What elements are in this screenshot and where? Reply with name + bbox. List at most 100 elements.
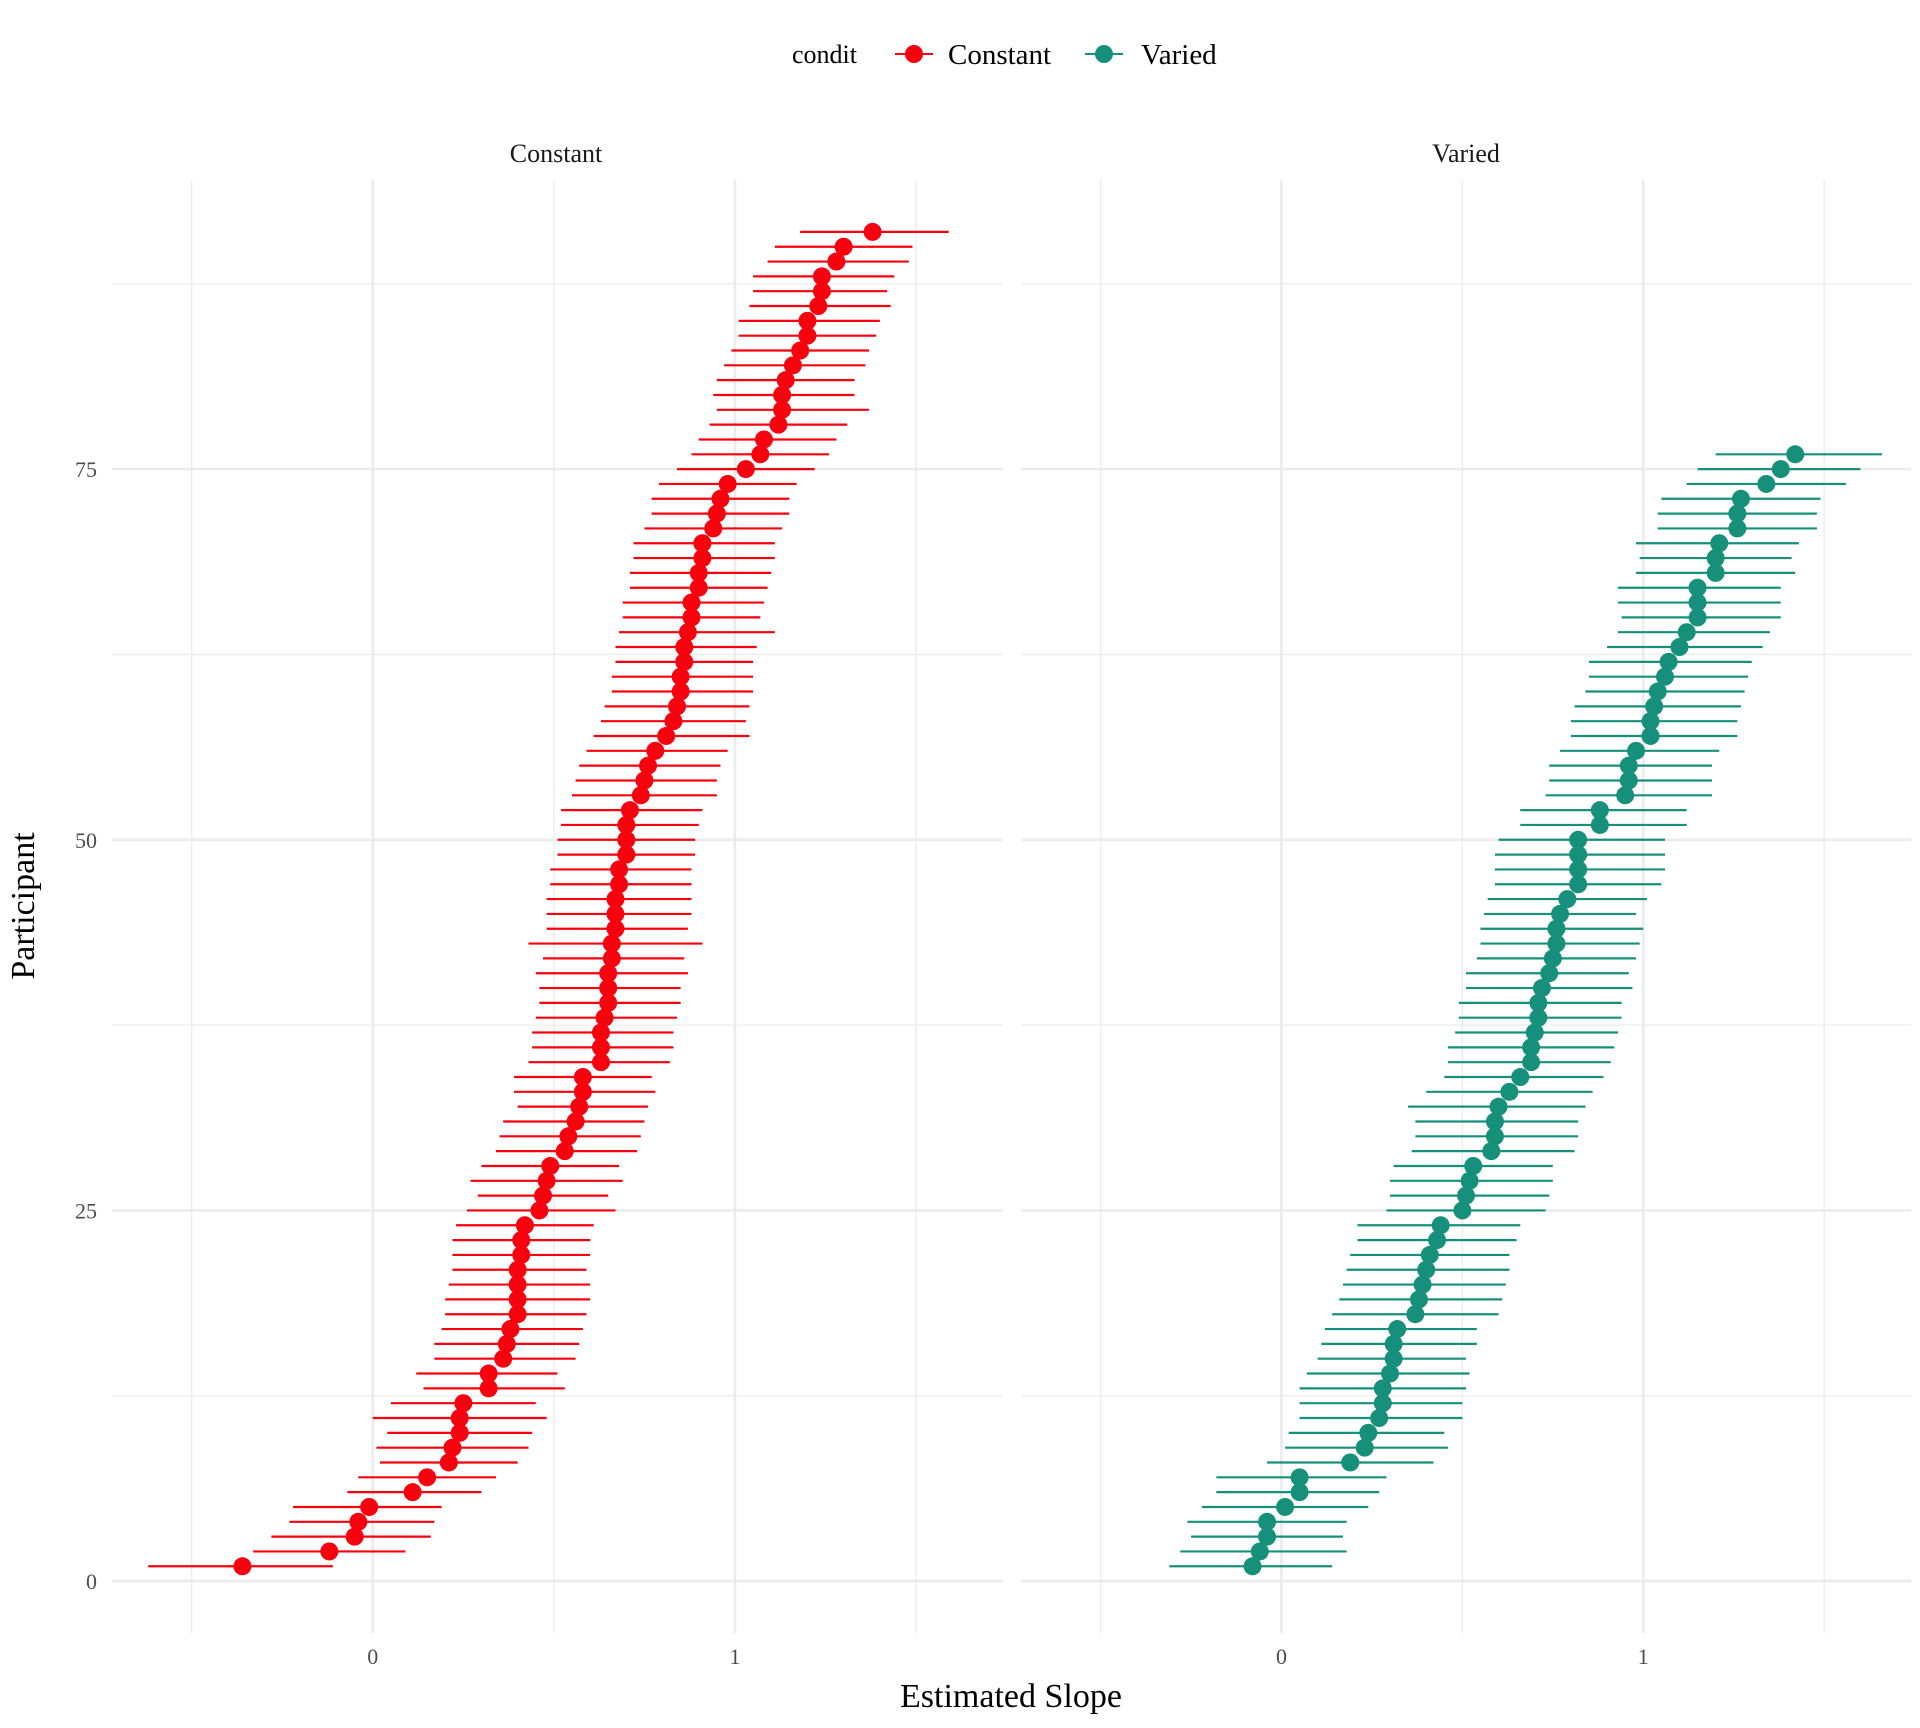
estimate-point	[1648, 682, 1667, 701]
x-tick-label: 0	[1276, 1644, 1287, 1669]
estimate-point	[610, 860, 629, 879]
estimate-point	[776, 371, 795, 390]
estimate-point	[1373, 1379, 1392, 1398]
panel-title-constant: Constant	[510, 139, 603, 168]
estimate-point	[809, 297, 828, 316]
estimate-point	[508, 1275, 527, 1294]
panel-varied	[1021, 180, 1911, 1633]
estimate-point	[1670, 638, 1689, 657]
estimate-point	[570, 1097, 589, 1116]
estimate-point	[501, 1320, 520, 1339]
estimate-point	[530, 1201, 549, 1220]
estimate-point	[1359, 1423, 1378, 1442]
estimate-point	[1688, 608, 1707, 627]
estimate-point	[783, 356, 802, 375]
estimate-point	[1457, 1186, 1475, 1205]
estimate-point	[1384, 1334, 1403, 1353]
estimate-point	[646, 741, 665, 760]
estimate-point	[1460, 1171, 1479, 1190]
estimate-point	[791, 341, 810, 360]
estimate-point	[360, 1497, 379, 1516]
estimate-point	[1420, 1245, 1439, 1264]
estimate-point	[534, 1186, 553, 1205]
estimate-point	[736, 460, 755, 479]
estimate-point	[508, 1290, 527, 1309]
x-axis-title: Estimated Slope	[900, 1678, 1122, 1715]
estimate-point	[1511, 1068, 1530, 1087]
estimate-point	[566, 1112, 585, 1131]
estimate-point	[682, 593, 701, 612]
estimate-point	[1522, 1053, 1541, 1072]
estimate-point	[537, 1171, 556, 1190]
panel-constant	[112, 180, 1003, 1633]
estimate-point	[573, 1082, 592, 1101]
gridlines-constant	[112, 180, 1003, 1633]
estimate-point	[773, 385, 792, 404]
estimate-point	[1619, 756, 1638, 775]
estimate-point	[1388, 1320, 1407, 1339]
estimate-point	[1258, 1512, 1277, 1531]
estimate-point	[602, 949, 621, 968]
estimate-point	[1659, 652, 1678, 671]
estimate-point	[1525, 1023, 1544, 1042]
estimate-point	[1757, 474, 1776, 493]
estimate-point	[233, 1557, 252, 1576]
estimate-point	[1641, 726, 1660, 745]
estimate-point	[812, 282, 831, 301]
estimate-point	[1532, 979, 1551, 998]
estimate-point	[812, 267, 831, 286]
estimate-point	[689, 578, 708, 597]
estimate-point	[751, 445, 770, 464]
estimate-point	[639, 756, 658, 775]
estimate-point	[494, 1349, 513, 1368]
estimate-point	[1373, 1394, 1392, 1413]
estimate-point	[754, 430, 773, 449]
estimate-point	[668, 697, 687, 716]
estimate-point	[1370, 1409, 1389, 1428]
estimate-point	[1428, 1231, 1447, 1250]
x-tick-label: 1	[1638, 1644, 1649, 1669]
estimate-point	[591, 1038, 610, 1057]
estimate-point	[1529, 993, 1548, 1012]
y-tick-label: 50	[75, 828, 97, 853]
estimate-point	[1482, 1142, 1501, 1161]
y-tick-label: 0	[86, 1569, 97, 1594]
estimate-point	[541, 1156, 560, 1175]
estimate-point	[320, 1542, 339, 1561]
estimate-point	[1627, 741, 1646, 760]
estimate-point	[693, 534, 712, 553]
marks-varied	[1169, 445, 1883, 1576]
estimate-point	[1258, 1527, 1277, 1546]
estimate-point	[1489, 1097, 1508, 1116]
estimate-point	[1706, 563, 1725, 582]
estimate-point	[631, 786, 650, 805]
estimate-point	[1406, 1305, 1425, 1324]
estimate-point	[497, 1334, 516, 1353]
estimate-point	[345, 1527, 364, 1546]
estimate-point	[827, 252, 846, 271]
estimate-point	[693, 549, 712, 568]
estimate-point	[1276, 1497, 1295, 1516]
y-tick-label: 25	[75, 1198, 97, 1223]
estimate-point	[704, 519, 723, 538]
estimate-point	[678, 623, 697, 642]
estimate-point	[671, 682, 690, 701]
estimate-point	[508, 1305, 527, 1324]
estimate-point	[610, 875, 629, 894]
estimate-point	[1688, 578, 1707, 597]
estimate-point	[1558, 890, 1577, 909]
estimate-point	[1547, 919, 1566, 938]
legend-title: condit	[792, 40, 858, 69]
estimate-point	[1464, 1156, 1483, 1175]
estimate-point	[1688, 593, 1707, 612]
estimate-point	[599, 993, 618, 1012]
estimate-point	[349, 1512, 368, 1531]
estimate-point	[1413, 1275, 1432, 1294]
estimate-point	[1569, 830, 1588, 849]
estimate-point	[617, 845, 636, 864]
estimate-point	[1706, 549, 1725, 568]
gridlines-varied	[1021, 180, 1911, 1633]
estimate-point	[1731, 489, 1750, 508]
estimate-point	[1547, 934, 1566, 953]
estimate-point	[602, 934, 621, 953]
